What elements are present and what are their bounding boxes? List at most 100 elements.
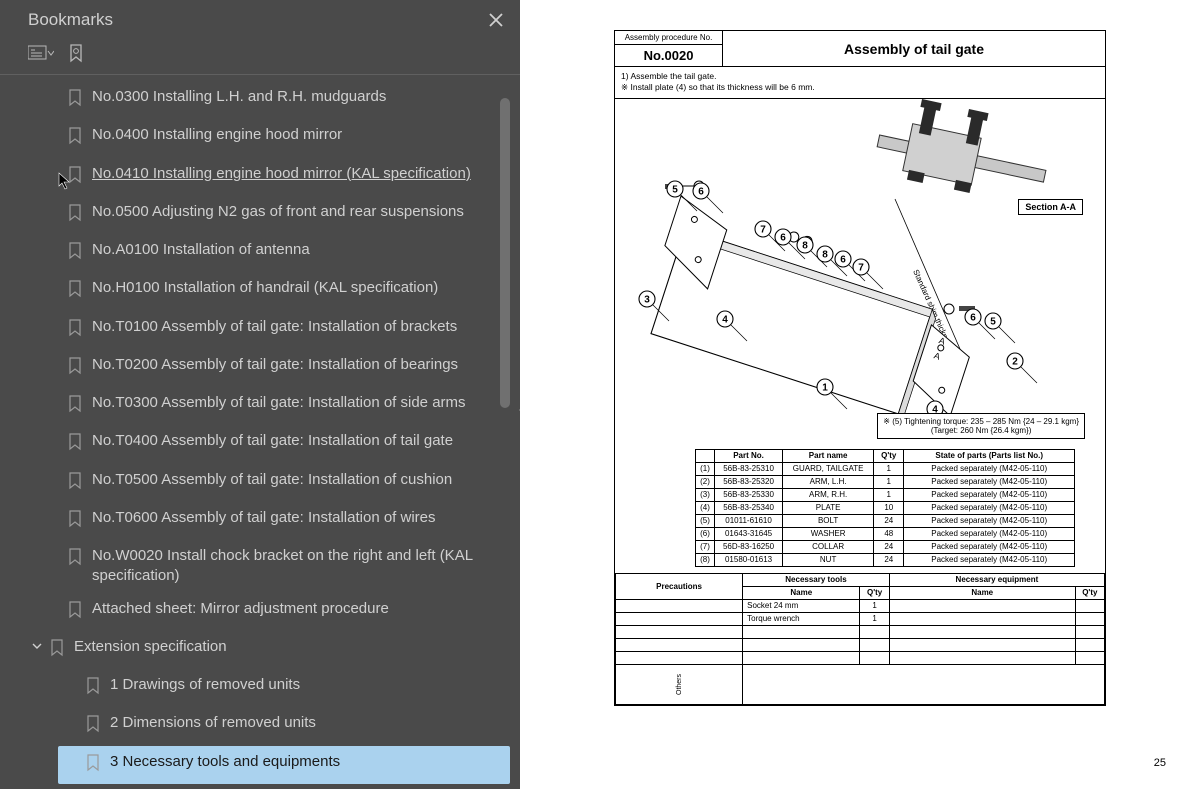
- bookmark-icon: [86, 677, 100, 701]
- bookmark-label: No.T0200 Assembly of tail gate: Installa…: [92, 355, 458, 375]
- bookmark-label: 2 Dimensions of removed units: [110, 713, 316, 733]
- svg-text:7: 7: [760, 224, 766, 235]
- document-viewer[interactable]: Assembly procedure No. No.0020 Assembly …: [520, 0, 1200, 789]
- svg-text:4: 4: [722, 314, 728, 325]
- bookmark-icon: [68, 357, 82, 381]
- bookmark-label: 1 Drawings of removed units: [110, 675, 300, 695]
- bookmark-item[interactable]: No.H0100 Installation of handrail (KAL s…: [40, 272, 510, 310]
- bookmark-item[interactable]: 1 Drawings of removed units: [58, 669, 510, 707]
- bookmark-icon: [68, 548, 82, 572]
- bookmark-item[interactable]: 2 Dimensions of removed units: [58, 707, 510, 745]
- bookmark-item[interactable]: Extension specification: [22, 631, 510, 669]
- bookmarks-list[interactable]: No.0300 Installing L.H. and R.H. mudguar…: [0, 75, 520, 789]
- table-row: (1)56B-83-25310GUARD, TAILGATE1Packed se…: [696, 462, 1075, 475]
- table-row: (5)01011-61610BOLT24Packed separately (M…: [696, 514, 1075, 527]
- bookmarks-header: Bookmarks: [0, 0, 520, 38]
- bookmark-item[interactable]: No.T0100 Assembly of tail gate: Installa…: [40, 311, 510, 349]
- table-row: Torque wrench1: [616, 612, 1105, 625]
- table-row: (4)56B-83-25340PLATE10Packed separately …: [696, 501, 1075, 514]
- bookmark-label: No.0500 Adjusting N2 gas of front and re…: [92, 202, 464, 222]
- svg-text:8: 8: [822, 249, 828, 260]
- bookmark-item[interactable]: No.W0020 Install chock bracket on the ri…: [40, 540, 510, 593]
- bookmarks-panel: Bookmarks No.0300 Installing L.H. and R.…: [0, 0, 520, 789]
- svg-text:6: 6: [840, 254, 846, 265]
- bottom-table: Precautions Necessary tools Necessary eq…: [615, 573, 1105, 705]
- bookmark-item[interactable]: No.A0100 Installation of antenna: [40, 234, 510, 272]
- cursor-icon: [58, 172, 72, 195]
- svg-text:3: 3: [644, 294, 650, 305]
- table-row: [616, 638, 1105, 651]
- table-row: (2)56B-83-25320ARM, L.H.1Packed separate…: [696, 475, 1075, 488]
- bookmark-item[interactable]: No.0500 Adjusting N2 gas of front and re…: [40, 196, 510, 234]
- bookmark-label: No.T0600 Assembly of tail gate: Installa…: [92, 508, 436, 528]
- table-row: (3)56B-83-25330ARM, R.H.1Packed separate…: [696, 488, 1075, 501]
- bookmark-label: No.0300 Installing L.H. and R.H. mudguar…: [92, 87, 386, 107]
- bookmark-icon: [68, 127, 82, 151]
- page-number: 25: [1154, 757, 1166, 769]
- bookmark-label: No.0400 Installing engine hood mirror: [92, 125, 342, 145]
- table-row: Socket 24 mm1: [616, 599, 1105, 612]
- bookmark-item[interactable]: 3 Necessary tools and equipments: [58, 746, 510, 784]
- proc-number: No.0020: [615, 45, 722, 66]
- bookmark-icon: [68, 242, 82, 266]
- instruction-line: ※ Install plate (4) so that its thicknes…: [621, 82, 1099, 93]
- doc-title: Assembly of tail gate: [723, 31, 1105, 66]
- bookmark-icon: [68, 319, 82, 343]
- table-row: (6)01643-31645WASHER48Packed separately …: [696, 527, 1075, 540]
- torque-note: ※ (5) Tightening torque: 235 – 285 Nm {2…: [877, 413, 1085, 439]
- svg-text:2: 2: [1012, 356, 1018, 367]
- bookmark-label: No.0410 Installing engine hood mirror (K…: [92, 164, 471, 184]
- bookmark-label: Extension specification: [74, 637, 227, 657]
- bookmark-icon: [68, 433, 82, 457]
- table-row: (7)56D-83-16250COLLAR24Packed separately…: [696, 540, 1075, 553]
- bookmark-item[interactable]: No.0300 Installing L.H. and R.H. mudguar…: [40, 81, 510, 119]
- close-icon[interactable]: [488, 12, 504, 28]
- bookmark-label: No.A0100 Installation of antenna: [92, 240, 310, 260]
- options-icon[interactable]: [28, 45, 54, 63]
- bookmark-label: No.T0100 Assembly of tail gate: Installa…: [92, 317, 457, 337]
- bookmark-icon: [68, 89, 82, 113]
- svg-text:6: 6: [698, 186, 704, 197]
- bookmark-icon: [86, 754, 100, 778]
- bookmark-icon: [68, 510, 82, 534]
- bookmark-item[interactable]: No.T0500 Assembly of tail gate: Installa…: [40, 464, 510, 502]
- scrollbar-thumb[interactable]: [500, 98, 510, 408]
- instructions: 1) Assemble the tail gate. ※ Install pla…: [615, 67, 1105, 99]
- bookmark-item[interactable]: No.0410 Installing engine hood mirror (K…: [40, 158, 510, 196]
- bookmark-item[interactable]: No.T0400 Assembly of tail gate: Installa…: [40, 425, 510, 463]
- bookmark-icon: [68, 472, 82, 496]
- bookmark-icon: [68, 395, 82, 419]
- document-page: Assembly procedure No. No.0020 Assembly …: [614, 30, 1106, 706]
- bookmark-item[interactable]: No.T0200 Assembly of tail gate: Installa…: [40, 349, 510, 387]
- svg-text:8: 8: [802, 240, 808, 251]
- bookmark-label: No.T0400 Assembly of tail gate: Installa…: [92, 431, 453, 451]
- chevron-down-icon[interactable]: [30, 641, 44, 651]
- bookmark-icon: [68, 204, 82, 228]
- svg-text:5: 5: [672, 184, 678, 195]
- proc-label: Assembly procedure No.: [615, 31, 722, 45]
- bookmark-item[interactable]: No.0400 Installing engine hood mirror: [40, 119, 510, 157]
- table-row: (8)01580-01613NUT24Packed separately (M4…: [696, 553, 1075, 566]
- doc-header: Assembly procedure No. No.0020 Assembly …: [615, 31, 1105, 67]
- bookmark-label: No.T0300 Assembly of tail gate: Installa…: [92, 393, 466, 413]
- bookmark-label: No.H0100 Installation of handrail (KAL s…: [92, 278, 438, 298]
- parts-table: Part No.Part nameQ'tyState of parts (Par…: [695, 449, 1075, 567]
- bookmark-item[interactable]: No.T0600 Assembly of tail gate: Installa…: [40, 502, 510, 540]
- bookmark-label: 3 Necessary tools and equipments: [110, 752, 340, 772]
- bookmark-label: No.W0020 Install chock bracket on the ri…: [92, 546, 506, 587]
- bookmark-item[interactable]: Attached sheet: Mirror adjustment proced…: [40, 593, 510, 631]
- bookmark-icon: [68, 601, 82, 625]
- bookmark-ribbon-icon[interactable]: [68, 44, 84, 64]
- bookmark-label: No.T0500 Assembly of tail gate: Installa…: [92, 470, 452, 490]
- svg-text:7: 7: [858, 262, 864, 273]
- bookmark-item[interactable]: 4 Assembly procedure: [40, 784, 510, 789]
- svg-text:1: 1: [822, 382, 828, 393]
- table-row: [616, 651, 1105, 664]
- bookmarks-toolbar: [0, 38, 520, 75]
- svg-text:6: 6: [780, 232, 786, 243]
- assembly-diagram: Section A-A Standard shim thickness: 6: [615, 99, 1105, 449]
- svg-text:6: 6: [970, 312, 976, 323]
- bookmarks-title: Bookmarks: [28, 10, 113, 30]
- instruction-line: 1) Assemble the tail gate.: [621, 71, 1099, 82]
- bookmark-item[interactable]: No.T0300 Assembly of tail gate: Installa…: [40, 387, 510, 425]
